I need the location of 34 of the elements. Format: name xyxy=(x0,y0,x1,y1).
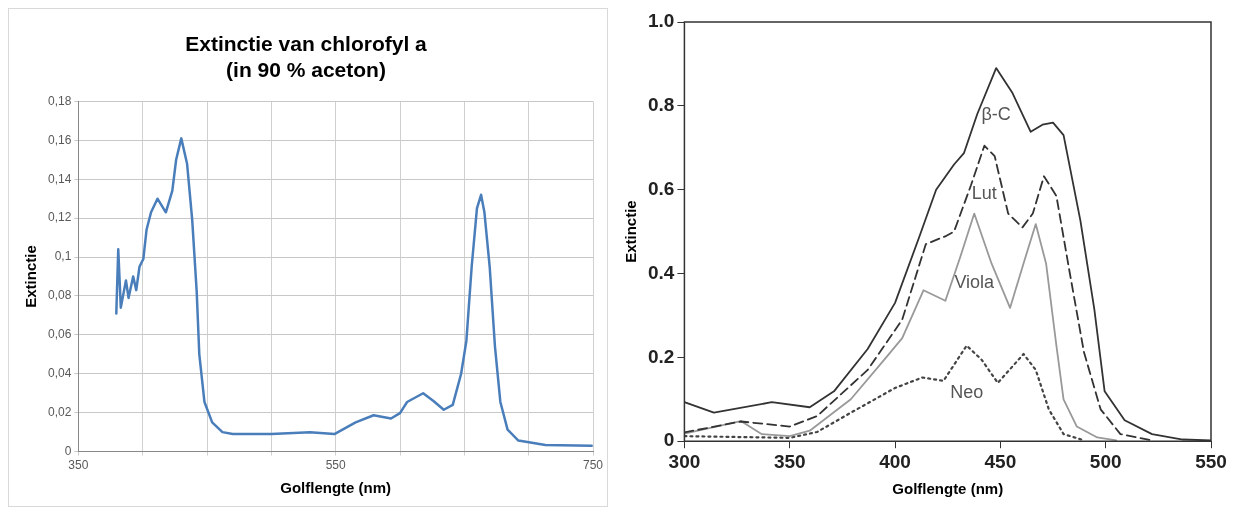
x-axis-title: Golflengte (nm) xyxy=(892,480,1004,498)
y-tick-label: 0 xyxy=(663,429,675,451)
y-tick-label: 0,1 xyxy=(54,249,72,264)
y-tick-label: 0.4 xyxy=(647,261,675,283)
y-tick-label: 0,08 xyxy=(48,288,72,303)
x-tick-label: 450 xyxy=(984,450,1017,472)
y-tick-label: 0.6 xyxy=(647,177,675,199)
y-tick-label: 0.2 xyxy=(647,345,675,367)
series-label: β-C xyxy=(981,104,1011,125)
x-axis-title: Golflengte (nm) xyxy=(280,479,392,497)
y-tick-label: 0,06 xyxy=(48,327,72,342)
y-tick-label: 0,14 xyxy=(48,171,72,186)
y-tick-label: 0,04 xyxy=(48,366,72,381)
x-tick-label: 400 xyxy=(879,450,911,472)
y-tick-label: 0,12 xyxy=(48,210,72,225)
series-label: Viola xyxy=(954,272,996,293)
y-tick-label: 0,02 xyxy=(48,405,72,419)
y-axis-title: Extinctie xyxy=(622,200,640,263)
x-tick-label: 550 xyxy=(1195,450,1227,472)
x-tick-label: 350 xyxy=(68,458,89,473)
y-tick-label: 0 xyxy=(64,443,72,458)
y-tick-label: 0,16 xyxy=(48,132,72,147)
y-tick-label: 0.8 xyxy=(647,94,675,116)
y-tick-label: 0,18 xyxy=(48,93,72,108)
x-tick-label: 350 xyxy=(773,450,806,472)
x-tick-label: 750 xyxy=(582,458,604,473)
y-tick-label: 1.0 xyxy=(647,10,675,32)
chart-title: Extinctie van chlorofyl a (in 90 % aceton) xyxy=(185,32,428,81)
series-label: Lut xyxy=(971,183,997,204)
x-tick-label: 300 xyxy=(668,450,701,472)
x-tick-label: 550 xyxy=(325,458,347,473)
x-tick-label: 500 xyxy=(1089,450,1122,472)
series-label: Neo xyxy=(950,382,984,403)
y-axis-title: Extinctie xyxy=(22,245,40,308)
